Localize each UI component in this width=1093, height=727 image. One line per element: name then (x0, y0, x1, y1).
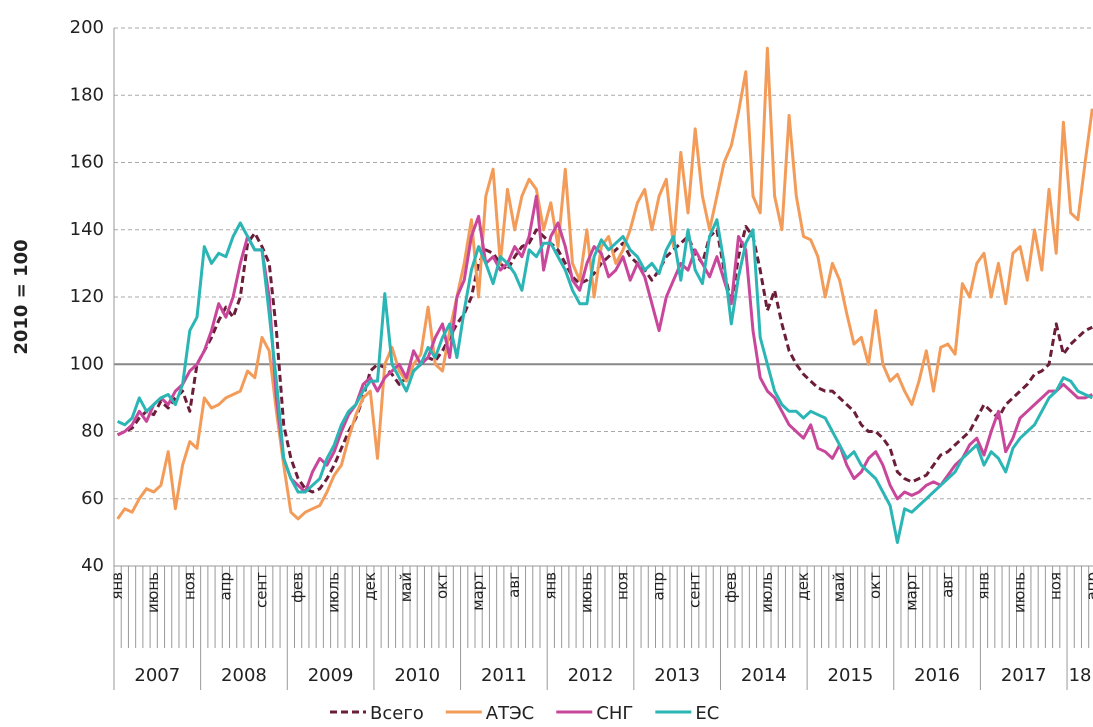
x-tick-label: сент (253, 572, 271, 608)
x-tick-label: авг (505, 572, 523, 598)
year-label: 2009 (308, 665, 354, 686)
y-tick-label: 160 (70, 152, 104, 173)
y-tick-label: 80 (81, 421, 104, 442)
year-label: 2011 (481, 665, 527, 686)
year-label: 2017 (1001, 665, 1047, 686)
x-tick-label: янв (975, 572, 993, 600)
x-tick-label: март (469, 572, 487, 611)
x-tick-label: дек (794, 572, 812, 601)
x-tick-label: сент (686, 572, 704, 608)
x-tick-label: май (830, 572, 848, 602)
x-tick-label: дек (361, 572, 379, 601)
year-label: 2014 (741, 665, 787, 686)
legend-label: ЕС (695, 703, 719, 724)
x-tick-label: июнь (1011, 572, 1029, 613)
x-tick-label: авг (938, 572, 956, 598)
legend-label: АТЭС (486, 703, 534, 724)
x-tick-label: янв (108, 572, 126, 600)
y-tick-label: 140 (70, 219, 104, 240)
series-line (116, 46, 1093, 521)
x-tick-label: апр (216, 572, 234, 601)
legend-label: СНГ (596, 703, 633, 724)
x-tick-label: апр (1083, 572, 1093, 601)
x-tick-label: ноя (1047, 572, 1065, 600)
year-label: 2015 (828, 665, 874, 686)
legend-label: Всего (370, 703, 424, 724)
year-label: 2008 (221, 665, 267, 686)
x-tick-label: март (902, 572, 920, 611)
y-tick-label: 100 (70, 353, 104, 374)
year-label: 2012 (568, 665, 614, 686)
x-tick-label: май (397, 572, 415, 602)
x-tick-label: апр (650, 572, 668, 601)
year-label: 2016 (914, 665, 960, 686)
x-tick-label: фев (722, 572, 740, 603)
x-tick-label: окт (866, 572, 884, 599)
year-label: 18 (1069, 665, 1092, 686)
x-tick-label: июнь (577, 572, 595, 613)
year-label: 2010 (394, 665, 440, 686)
x-tick-label: июнь (144, 572, 162, 613)
x-tick-label: окт (433, 572, 451, 599)
x-tick-label: ноя (614, 572, 632, 600)
year-label: 2007 (134, 665, 180, 686)
series-line (116, 218, 1093, 544)
y-tick-label: 200 (70, 17, 104, 38)
x-tick-label: июль (325, 572, 343, 613)
y-tick-label: 180 (70, 84, 104, 105)
x-tick-label: фев (289, 572, 307, 603)
year-label: 2013 (654, 665, 700, 686)
y-tick-label: 60 (81, 488, 104, 509)
x-tick-label: июль (758, 572, 776, 613)
x-tick-label: ноя (180, 572, 198, 600)
y-tick-label: 40 (81, 555, 104, 576)
x-tick-label: янв (541, 572, 559, 600)
y-axis-label: 2010 = 100 (11, 239, 32, 354)
y-tick-label: 120 (70, 286, 104, 307)
